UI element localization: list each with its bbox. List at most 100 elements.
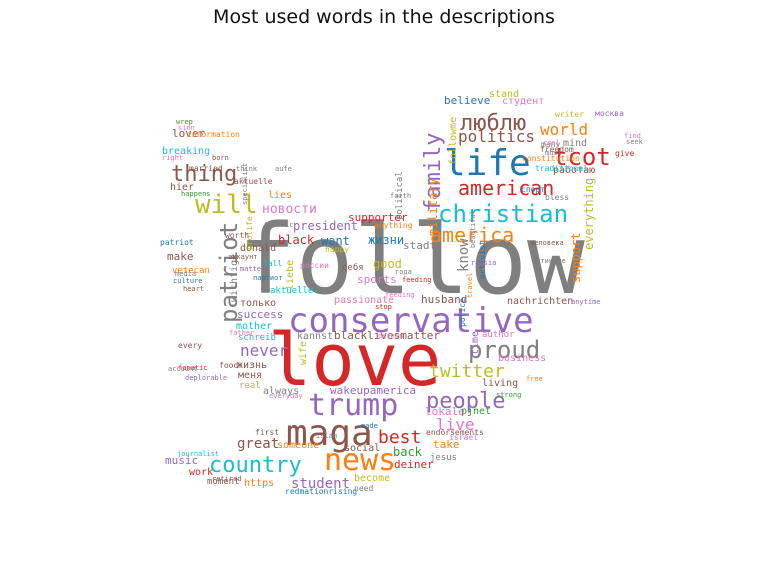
chart-title: Most used words in the descriptions (213, 6, 555, 28)
word-politics-22: politics (458, 127, 535, 146)
word-living-80: living (482, 378, 518, 389)
word-best-20: best (378, 427, 421, 448)
word-stop-157: stop (375, 303, 392, 311)
word-support-34: support (569, 232, 583, 283)
word-worth-110: worth (225, 231, 249, 240)
word-москва-127: москва (595, 109, 624, 118)
word-beautiful-140: beautiful (469, 210, 477, 248)
word-believe-38: believe (444, 94, 490, 107)
word-travel-138: travel (466, 273, 474, 298)
word-world-23: world (540, 120, 588, 139)
word-life-6: life (444, 143, 531, 184)
word-activist-139: activist (478, 240, 487, 279)
word-deinen-154: deinen (378, 332, 403, 340)
word-strong-102: strong (496, 391, 521, 399)
word-thing-16: thing (171, 162, 237, 187)
word-success-56: success (237, 308, 283, 321)
word-endorsements-99: endorsements (426, 428, 484, 437)
word-schreib-61: schreib (238, 333, 276, 343)
word-passionate-88: passionate (334, 295, 394, 306)
word-liebe-60: liebe (285, 260, 296, 290)
word-aktuelle-89: aktuelle (270, 286, 313, 296)
word-работаю-42: работаю (553, 164, 595, 176)
word-russia-156: russia (471, 259, 496, 267)
word-live-25: live (436, 415, 475, 434)
word-tcot-13: tcot (553, 143, 611, 171)
word-conservative-2: conservative (288, 301, 534, 341)
word-husband-85: husband (421, 293, 467, 306)
word-студент-39: студент (502, 96, 544, 107)
word-fall-109: fall (263, 259, 282, 268)
word-born-114: born (212, 154, 229, 162)
word-know-33: know (456, 238, 472, 272)
word-sports-52: sports (357, 273, 397, 286)
word-family-19: family (421, 133, 446, 212)
word-prolife-108: prolife (245, 216, 254, 250)
word-человека-141: человека (530, 239, 564, 247)
word-freedom-43: freedom (540, 145, 574, 154)
word-information-115: information (187, 130, 240, 139)
word-time-87: time (470, 331, 481, 355)
word-never-21: never (240, 341, 289, 360)
word-want-31: want (321, 234, 350, 248)
word-anytime-155: anytime (571, 298, 601, 306)
word-hier-47: hier (170, 182, 194, 193)
word-america-10: america (430, 223, 514, 247)
word-people-14: people (426, 389, 505, 414)
word-bless-125: bless (545, 193, 569, 202)
word-supporter-50: supporter (348, 211, 408, 224)
word-traffic-111: traffic (264, 221, 294, 229)
word-nachrichten-86: nachrichten (507, 296, 573, 307)
word-love-1: love (268, 318, 441, 402)
word-люблю-12: люблю (460, 111, 526, 136)
word-https-70: https (244, 478, 274, 489)
word-student-24: student (291, 476, 350, 492)
word-become-71: become (354, 473, 390, 484)
word-back-74: back (393, 445, 423, 459)
word-follow-0: follow (238, 204, 585, 316)
word-партиот-147: партиот (253, 274, 283, 282)
word-только-58: только (240, 298, 276, 309)
word-followme-37: followme (448, 117, 459, 165)
word-father-119: father (229, 329, 254, 337)
word-take-76: take (433, 438, 460, 451)
word-wichtige-59: wichtige (229, 254, 240, 302)
word-traditional-131: traditional (535, 164, 588, 173)
word-matter-152: matter (240, 265, 265, 273)
word-great-26: great (237, 436, 279, 452)
word-истинные-142: истинные (532, 257, 566, 265)
word-cool-133: cool (543, 139, 560, 147)
word-media-117: media (175, 270, 196, 278)
word-спорт-130: спорт (521, 185, 545, 194)
word-feeding-158: feeding (402, 276, 432, 284)
word-writer-128: writer (555, 110, 584, 119)
word-every-116: every (178, 341, 202, 350)
word-anything-106: anything (374, 221, 413, 230)
word-everything-35: everything (582, 178, 596, 250)
word-wakeupamerica-82: wakeupamerica (330, 384, 416, 397)
word-heart-118: heart (183, 285, 204, 293)
word-deplorable-122: deplorable (185, 374, 227, 382)
word-mind-41: mind (563, 138, 587, 149)
word-stadt-51: stadt (403, 239, 436, 252)
word-find-135: find (624, 132, 641, 140)
word-kannst-84: kannst (297, 331, 333, 342)
word-news-5: news (324, 443, 396, 478)
word-american-11: american (458, 176, 554, 200)
word-trump-4: trump (308, 388, 398, 423)
word-everyday-96: everyday (269, 392, 303, 400)
word-seek-136: seek (626, 138, 644, 146)
word-someone-94: someone (277, 440, 319, 451)
word-will-15: will (195, 190, 258, 220)
word-constitution-44: constitution (522, 154, 580, 163)
word-married-112: married (189, 164, 223, 173)
word-journalist-101: journalist (177, 450, 219, 458)
word-military-36: military (426, 178, 440, 236)
word-жизни-32: жизни (368, 233, 404, 247)
word-lokale-78: lokale (425, 405, 465, 418)
word-make-48: make (167, 250, 194, 263)
word-good-28: good (373, 257, 402, 271)
word-maga-3: maga (286, 413, 373, 454)
word-аккаунт-146: аккаунт (228, 253, 258, 261)
